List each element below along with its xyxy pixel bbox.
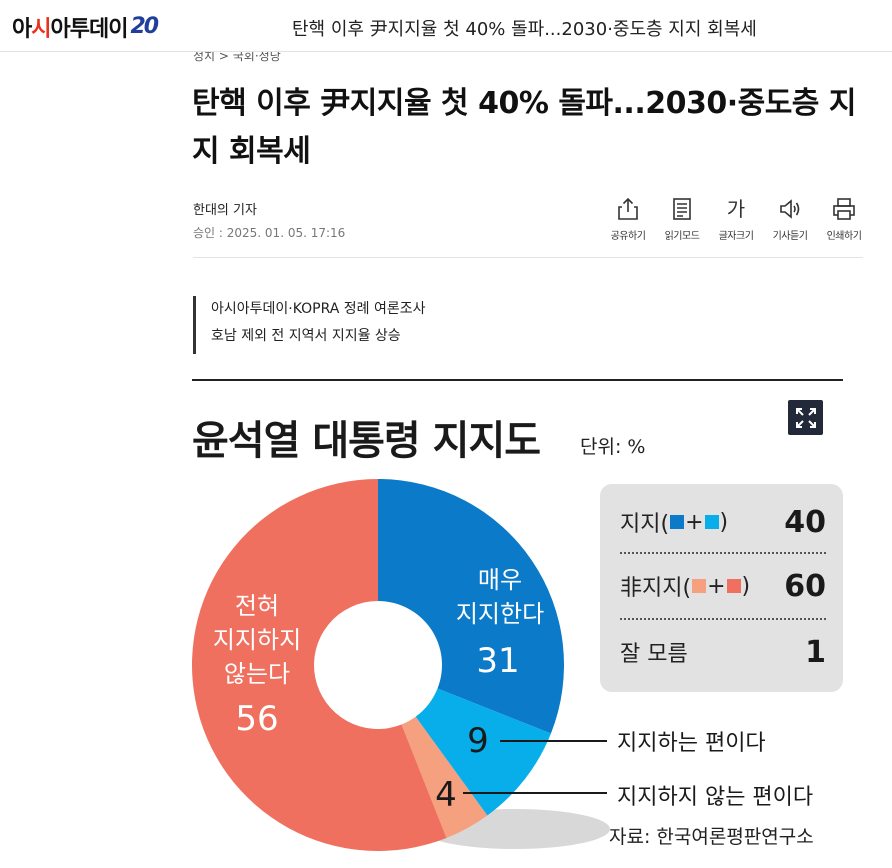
chart-source: 자료: 한국여론평판연구소 [609,826,814,848]
article-headline: 탄핵 이후 尹지지율 첫 40% 돌파...2030·중도층 지지 회복세 [192,86,856,169]
chart-unit: 단위: % [580,436,646,458]
summary-label: 非지지(+) [620,573,751,602]
summary-value: 60 [784,568,826,604]
speaker-icon [780,199,800,219]
slice-label: 매우 [478,566,522,594]
listen-button[interactable]: 기사듣기 [763,196,817,242]
legend-swatch [670,515,685,529]
summary-label: 지지(+) [620,509,729,538]
legend-swatch [692,579,707,593]
reading-mode-button[interactable]: 읽기모드 [655,196,709,242]
article-divider [193,257,863,258]
slice-label: 지지하지 [213,626,301,654]
chart-title: 윤석열 대통령 지지도 [192,418,541,464]
summary-box: 지지(+) 40 非지지(+) 60 잘 모름 1 [600,484,843,692]
article-date: 승인 : 2025. 01. 05. 17:16 [193,226,346,240]
reading-mode-icon [673,198,691,220]
font-size-button[interactable]: 가 글자크기 [709,196,763,242]
print-label: 인쇄하기 [826,231,862,242]
callout-label-somewhat-oppose: 지지하지 않는 편이다 [617,785,814,810]
subhead-line: 호남 제외 전 지역서 지지율 상승 [211,328,401,344]
header-article-title: 탄핵 이후 尹지지율 첫 40% 돌파...2030·중도층 지지 회복세 [292,19,757,40]
slice-label: 지지한다 [456,600,544,628]
slice-label: 전혀 [235,592,279,620]
slice-value: 56 [235,699,278,739]
share-icon [618,197,638,220]
summary-divider [620,552,826,554]
expand-image-button[interactable] [788,400,823,435]
callout-label-somewhat-support: 지지하는 편이다 [617,731,766,756]
summary-row-nonsupport: 非지지(+) 60 [620,566,826,606]
summary-divider [620,618,826,620]
donut-slice [415,688,551,816]
font-size-icon: 가 [726,197,746,221]
article-subheadline: 아시아투데이·KOPRA 정례 여론조사 호남 제외 전 지역서 지지율 상승 [193,296,426,354]
print-button[interactable]: 인쇄하기 [817,196,871,242]
article-toolbar: 공유하기 읽기모드 가 글자크기 기사듣기 인쇄하기 [601,196,871,242]
chart-top-rule [192,379,843,381]
summary-value: 1 [805,634,826,670]
slice-value: 9 [467,721,489,761]
anniversary-badge: 20 [130,14,159,39]
donut-slice [192,479,447,851]
slice-value: 4 [435,775,457,815]
reading-mode-label: 읽기모드 [664,231,700,242]
legend-swatch [726,579,741,593]
summary-row-support: 지지(+) 40 [620,502,826,542]
slice-value: 31 [476,641,519,681]
site-logo[interactable]: 아시아투데이 20 [12,11,168,43]
breadcrumb[interactable]: 정치 > 국회·정당 [193,49,281,63]
share-button[interactable]: 공유하기 [601,196,655,242]
summary-row-unknown: 잘 모름 1 [620,632,826,672]
subhead-line: 아시아투데이·KOPRA 정례 여론조사 [211,301,426,317]
font-size-label: 글자크기 [718,231,754,242]
article-author: 한대의 기자 [193,203,257,218]
listen-label: 기사듣기 [772,231,808,242]
summary-value: 40 [784,504,826,540]
print-icon [833,198,855,220]
legend-swatch [704,515,719,529]
donut-slice [401,716,488,838]
share-label: 공유하기 [610,231,646,242]
logo-text: 아시아투데이 [12,17,128,42]
slice-label: 않는다 [224,660,290,688]
expand-icon [795,407,816,428]
summary-label: 잘 모름 [620,642,688,667]
site-header: 아시아투데이 20 탄핵 이후 尹지지율 첫 40% 돌파...2030·중도층… [0,0,892,52]
donut-slice [378,479,564,734]
